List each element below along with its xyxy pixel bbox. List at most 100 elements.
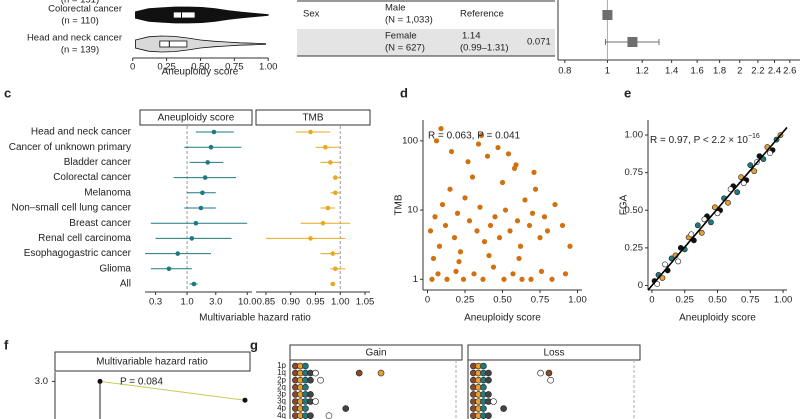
point (444, 276, 450, 282)
x-tick-label: 2.6 (783, 66, 796, 77)
row-label: 2p (277, 375, 286, 384)
y-tick-label: 0 (638, 280, 643, 291)
point (751, 168, 758, 175)
point (698, 229, 705, 236)
category-label: Colorectal cancer (53, 172, 131, 183)
point (734, 189, 741, 196)
point (312, 398, 319, 405)
point (302, 383, 309, 391)
strip (139, 109, 253, 126)
point (654, 281, 661, 287)
y-tick-label: 1 (413, 274, 418, 285)
x-tick-label: 1.05 (356, 297, 375, 308)
group-n: (n = 110) (61, 16, 99, 27)
point (432, 214, 438, 220)
point (453, 268, 459, 274)
point (552, 201, 558, 208)
category-label: Renal cell carcinoma (38, 233, 131, 244)
point (562, 271, 569, 277)
x-tick-label: 0 (649, 295, 654, 306)
point (454, 210, 461, 216)
x-tick-label: 1.0 (180, 297, 193, 308)
point (487, 222, 494, 229)
row-label: 2q (277, 382, 286, 391)
point (510, 271, 516, 277)
point (526, 222, 533, 229)
group-n: (n = 139) (61, 45, 99, 56)
point (208, 144, 214, 150)
x-tick-label: 0.50 (493, 295, 512, 306)
point (490, 398, 497, 405)
point (456, 259, 462, 265)
point (433, 138, 440, 144)
point (205, 160, 210, 165)
panel-label: f (4, 337, 9, 352)
point (442, 222, 449, 229)
y-tick-label: 10 (407, 205, 418, 216)
point (767, 150, 773, 156)
point (447, 186, 453, 192)
point (439, 201, 446, 208)
point (342, 405, 350, 412)
point (448, 148, 455, 155)
y-tick-label: 0.25 (625, 242, 644, 253)
point (505, 151, 512, 157)
point (435, 271, 441, 277)
point (485, 412, 492, 419)
category-label: Melanoma (84, 187, 131, 198)
box (172, 11, 196, 19)
point (480, 405, 487, 412)
point (430, 255, 437, 262)
x-tick-label: 0.50 (191, 62, 210, 73)
x-tick-label: 2.2 (751, 66, 764, 77)
point (175, 251, 181, 256)
annotation-text: R = 0.97, P < 2.2 × 10 (650, 135, 748, 146)
point (545, 369, 553, 377)
x-tick-label: 0.75 (741, 295, 760, 306)
point (471, 271, 477, 277)
x-tick-label: 0.85 (257, 297, 276, 308)
point (517, 243, 524, 249)
point (531, 169, 537, 175)
point (490, 264, 497, 270)
point (307, 391, 314, 398)
point (460, 276, 467, 282)
point (198, 205, 204, 211)
panel-label: d (400, 85, 408, 100)
point (462, 195, 468, 201)
category-label: Glioma (99, 263, 131, 274)
point (429, 276, 435, 282)
table-cell: 0.071 (527, 37, 551, 48)
point (189, 236, 195, 241)
point (333, 266, 338, 272)
y-tick-label: 1.00 (625, 130, 644, 141)
point (465, 159, 471, 165)
x-tick-label: 1.00 (331, 297, 350, 308)
category-label: Cancer of unknown primary (9, 142, 131, 153)
group-n: (n = 151) (61, 0, 99, 6)
point (451, 235, 458, 241)
x-tick-label: 1.00 (259, 62, 278, 73)
point (377, 369, 385, 377)
point (492, 214, 498, 220)
point (567, 243, 573, 249)
y-tick-label: 100 (402, 135, 418, 146)
x-tick-label: 1.6 (691, 66, 704, 77)
point (537, 235, 543, 241)
point (312, 369, 319, 377)
x-tick-label: 0.95 (306, 297, 325, 308)
point (532, 186, 539, 192)
point (501, 276, 507, 282)
point (499, 179, 506, 186)
x-tick-label: 1.00 (568, 295, 587, 306)
point (242, 397, 248, 403)
x-tick-label: 0.3 (149, 297, 162, 308)
point (740, 180, 747, 187)
point (522, 197, 528, 203)
point (675, 258, 682, 265)
x-tick-label: 1.8 (713, 66, 726, 77)
x-tick-label: 3.0 (209, 297, 222, 308)
point (485, 391, 492, 398)
point (514, 218, 521, 224)
point (502, 207, 509, 213)
